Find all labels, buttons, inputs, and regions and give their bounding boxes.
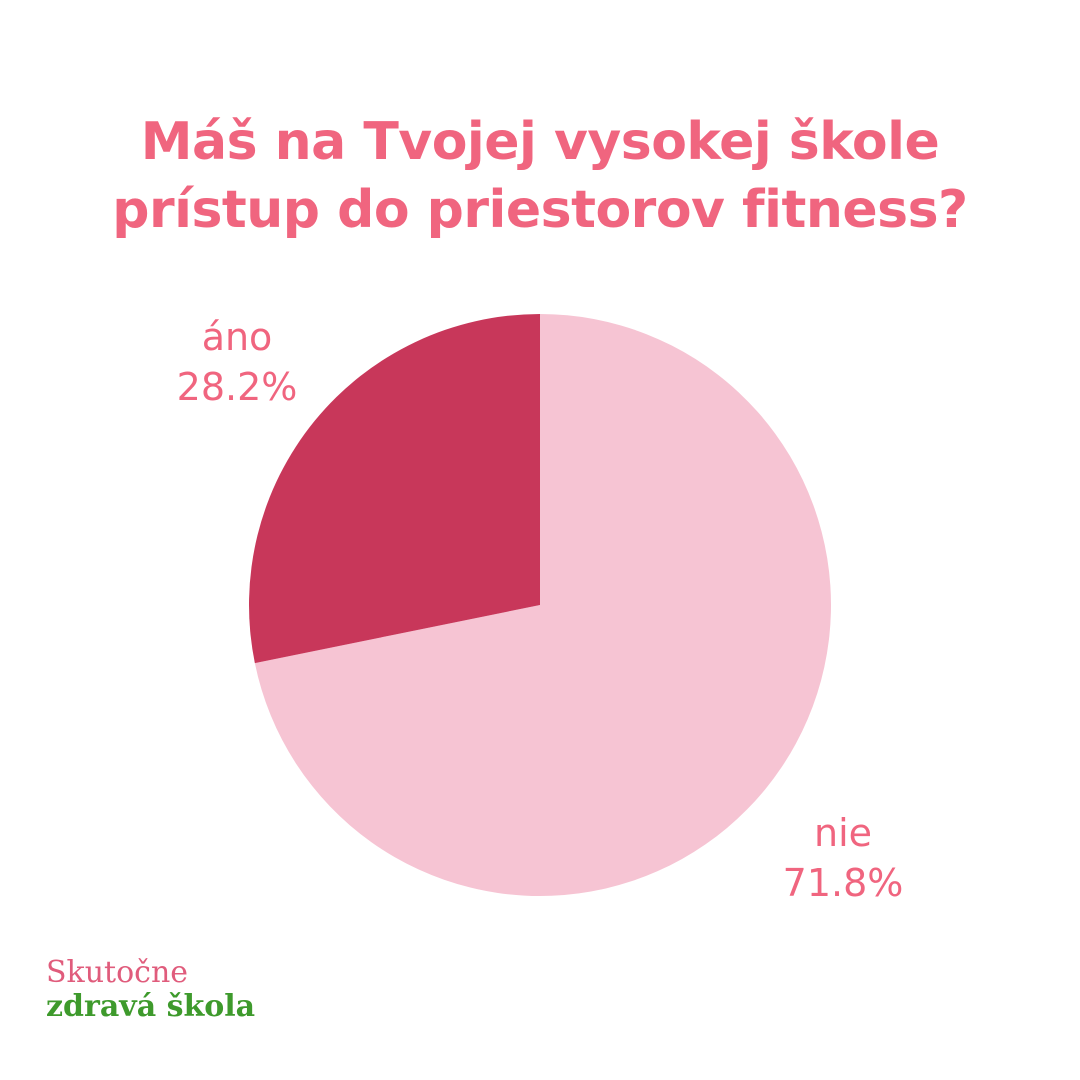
- chart-title-line-1: Máš na Tvojej vysokej škole: [140, 112, 940, 172]
- brand-logo: Skutočne zdravá škola: [46, 956, 255, 1024]
- brand-line-1: Skutočne: [46, 955, 189, 990]
- pie-slice-ano: [249, 314, 540, 664]
- slice-label-ano-percent: 28.2%: [176, 365, 298, 409]
- slice-label-nie: nie 71.8%: [743, 808, 943, 908]
- brand-line-2: zdravá škola: [46, 989, 256, 1024]
- slice-label-ano: áno 28.2%: [137, 312, 337, 412]
- slice-label-nie-name: nie: [813, 811, 873, 855]
- slice-label-nie-percent: 71.8%: [782, 861, 904, 905]
- chart-title-line-2: prístup do priestorov fitness?: [112, 180, 968, 240]
- pie-slices: [249, 314, 831, 897]
- chart-title: Máš na Tvojej vysokej škole prístup do p…: [40, 108, 1040, 244]
- slice-label-ano-name: áno: [201, 315, 273, 359]
- pie-slice-nie: [254, 314, 831, 897]
